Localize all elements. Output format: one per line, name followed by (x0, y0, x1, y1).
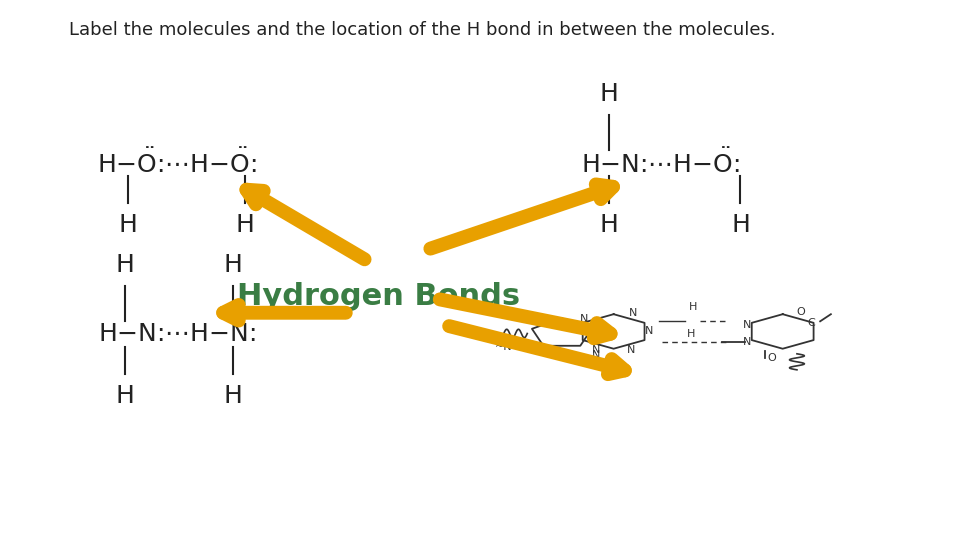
Text: Label the molecules and the location of the H bond in between the molecules.: Label the molecules and the location of … (68, 22, 775, 39)
Text: N: N (591, 350, 600, 360)
Text: H$-$N:$\cdots$H$-\ddot{\mathrm{O}}$:: H$-$N:$\cdots$H$-\ddot{\mathrm{O}}$: (581, 148, 740, 178)
Text: H: H (686, 329, 695, 339)
Text: N: N (580, 314, 588, 324)
Text: H: H (236, 213, 254, 237)
Text: C: C (807, 319, 815, 328)
Text: H: H (224, 383, 243, 408)
Text: H: H (118, 213, 137, 237)
Text: ~N: ~N (495, 342, 513, 352)
Text: N: N (629, 308, 637, 318)
Text: O: O (796, 307, 804, 317)
Text: N: N (645, 327, 654, 336)
Text: H$-\ddot{\mathrm{O}}$:$\cdots$H$-\ddot{\mathrm{O}}$:: H$-\ddot{\mathrm{O}}$:$\cdots$H$-\ddot{\… (97, 148, 256, 178)
Text: H: H (599, 213, 618, 237)
Text: H: H (224, 253, 243, 276)
Text: N: N (743, 336, 751, 347)
Text: Hydrogen Bonds: Hydrogen Bonds (237, 282, 520, 311)
Text: O: O (768, 353, 777, 363)
Text: H: H (688, 302, 697, 312)
Text: N: N (627, 345, 636, 355)
Text: H: H (115, 253, 134, 276)
Text: H: H (599, 82, 618, 106)
Text: N: N (743, 320, 751, 330)
Text: N: N (591, 345, 600, 355)
Text: H: H (731, 213, 750, 237)
Text: H$-$N:$\cdots$H$-$N:: H$-$N:$\cdots$H$-$N: (98, 322, 255, 346)
Text: H: H (115, 383, 134, 408)
